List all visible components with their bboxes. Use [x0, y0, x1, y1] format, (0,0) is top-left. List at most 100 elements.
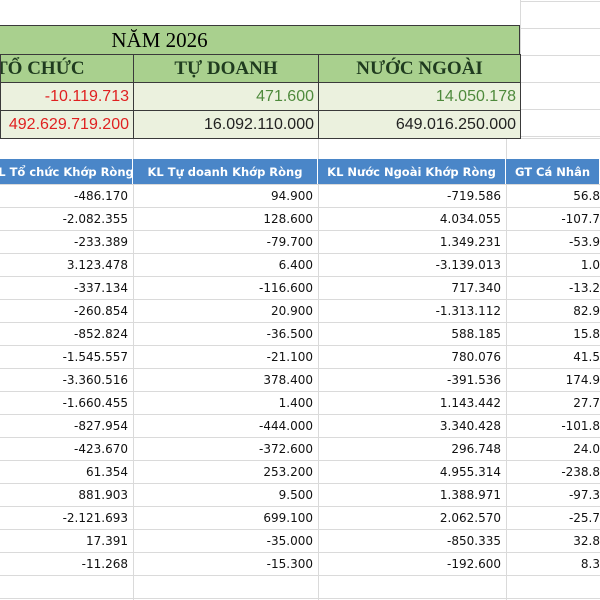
cell: -36.500	[266, 326, 313, 341]
group-header: TỔ CHỨC	[0, 54, 134, 83]
cell: -827.954	[74, 418, 128, 433]
cell: 15.8	[573, 326, 600, 341]
cell: 94.900	[271, 188, 313, 203]
cell: 1.349.231	[439, 234, 501, 249]
cell: -391.536	[447, 372, 501, 387]
grid-line	[0, 299, 600, 300]
grid-line	[520, 28, 600, 29]
cell: -719.586	[447, 188, 501, 203]
cell: 3.123.478	[66, 257, 128, 272]
grid-line	[520, 1, 600, 2]
grid-line	[0, 368, 600, 369]
cell: -35.000	[266, 533, 313, 548]
cell: -1.660.455	[62, 395, 128, 410]
cell: 61.354	[86, 464, 128, 479]
summary-value: 649.016.250.000	[318, 110, 521, 139]
grid-line	[0, 391, 600, 392]
summary-value: -10.119.713	[0, 82, 134, 111]
column-header: KL Tự doanh Khớp Ròng	[133, 159, 318, 184]
grid-line	[520, 109, 600, 110]
cell: -337.134	[74, 280, 128, 295]
cell: -260.854	[74, 303, 128, 318]
cell: 20.900	[271, 303, 313, 318]
cell: -11.268	[81, 556, 128, 571]
column-header: L Tổ chức Khớp Ròng	[0, 159, 133, 184]
cell: -423.670	[74, 441, 128, 456]
cell: -3.360.516	[62, 372, 128, 387]
cell: -238.8	[561, 464, 600, 479]
cell: -13.2	[568, 280, 600, 295]
grid-line	[0, 552, 600, 553]
cell: -486.170	[74, 188, 128, 203]
cell: -2.121.693	[62, 510, 128, 525]
cell: 56.8	[573, 188, 600, 203]
cell: 881.903	[78, 487, 128, 502]
cell: 4.034.055	[439, 211, 501, 226]
cell: -15.300	[266, 556, 313, 571]
cell: 32.8	[573, 533, 600, 548]
grid-line	[0, 529, 600, 530]
year-title: NĂM 2026	[0, 25, 520, 55]
cell: 128.600	[263, 211, 313, 226]
cell: -116.600	[259, 280, 313, 295]
cell: -3.139.013	[435, 257, 501, 272]
summary-value: 471.600	[133, 82, 319, 111]
grid-line	[133, 138, 134, 600]
cell: -850.335	[447, 533, 501, 548]
grid-line	[0, 460, 600, 461]
cell: 82.9	[573, 303, 600, 318]
cell: 8.3	[580, 556, 600, 571]
cell: 2.062.570	[439, 510, 501, 525]
grid-line	[0, 598, 600, 599]
cell: 780.076	[451, 349, 501, 364]
grid-line	[0, 483, 600, 484]
cell: -25.7	[568, 510, 600, 525]
cell: -852.824	[74, 326, 128, 341]
grid-line	[506, 138, 507, 600]
grid-line	[0, 207, 600, 208]
cell: -101.8	[561, 418, 600, 433]
summary-value: 14.050.178	[318, 82, 521, 111]
cell: 588.185	[451, 326, 501, 341]
cell: 1.388.971	[439, 487, 501, 502]
cell: 9.500	[278, 487, 313, 502]
cell: -233.389	[74, 234, 128, 249]
grid-line	[0, 276, 600, 277]
cell: 27.7	[573, 395, 600, 410]
cell: -107.7	[561, 211, 600, 226]
column-header: GT Cá Nhân	[506, 159, 600, 184]
cell: -79.700	[266, 234, 313, 249]
cell: 1.143.442	[439, 395, 501, 410]
grid-line	[520, 82, 600, 83]
grid-line	[0, 345, 600, 346]
cell: 41.5	[573, 349, 600, 364]
cell: 17.391	[86, 533, 128, 548]
cell: -1.545.557	[62, 349, 128, 364]
column-header: KL Nước Ngoài Khớp Ròng	[318, 159, 506, 184]
cell: 3.340.428	[439, 418, 501, 433]
grid-line	[0, 506, 600, 507]
grid-line	[0, 184, 600, 185]
cell: 1.0	[580, 257, 600, 272]
grid-line	[520, 55, 600, 56]
grid-line	[0, 437, 600, 438]
summary-value: 16.092.110.000	[133, 110, 319, 139]
cell: 699.100	[263, 510, 313, 525]
group-header: TỰ DOANH	[133, 54, 319, 83]
cell: -21.100	[266, 349, 313, 364]
grid-line	[0, 253, 600, 254]
grid-line	[520, 136, 600, 137]
cell: -53.9	[568, 234, 600, 249]
grid-line	[0, 322, 600, 323]
cell: 717.340	[451, 280, 501, 295]
grid-line	[0, 230, 600, 231]
cell: 296.748	[451, 441, 501, 456]
cell: -372.600	[259, 441, 313, 456]
cell: 378.400	[263, 372, 313, 387]
cell: -2.082.355	[62, 211, 128, 226]
cell: -192.600	[447, 556, 501, 571]
cell: -97.3	[568, 487, 600, 502]
grid-line	[318, 138, 319, 600]
cell: 6.400	[278, 257, 313, 272]
